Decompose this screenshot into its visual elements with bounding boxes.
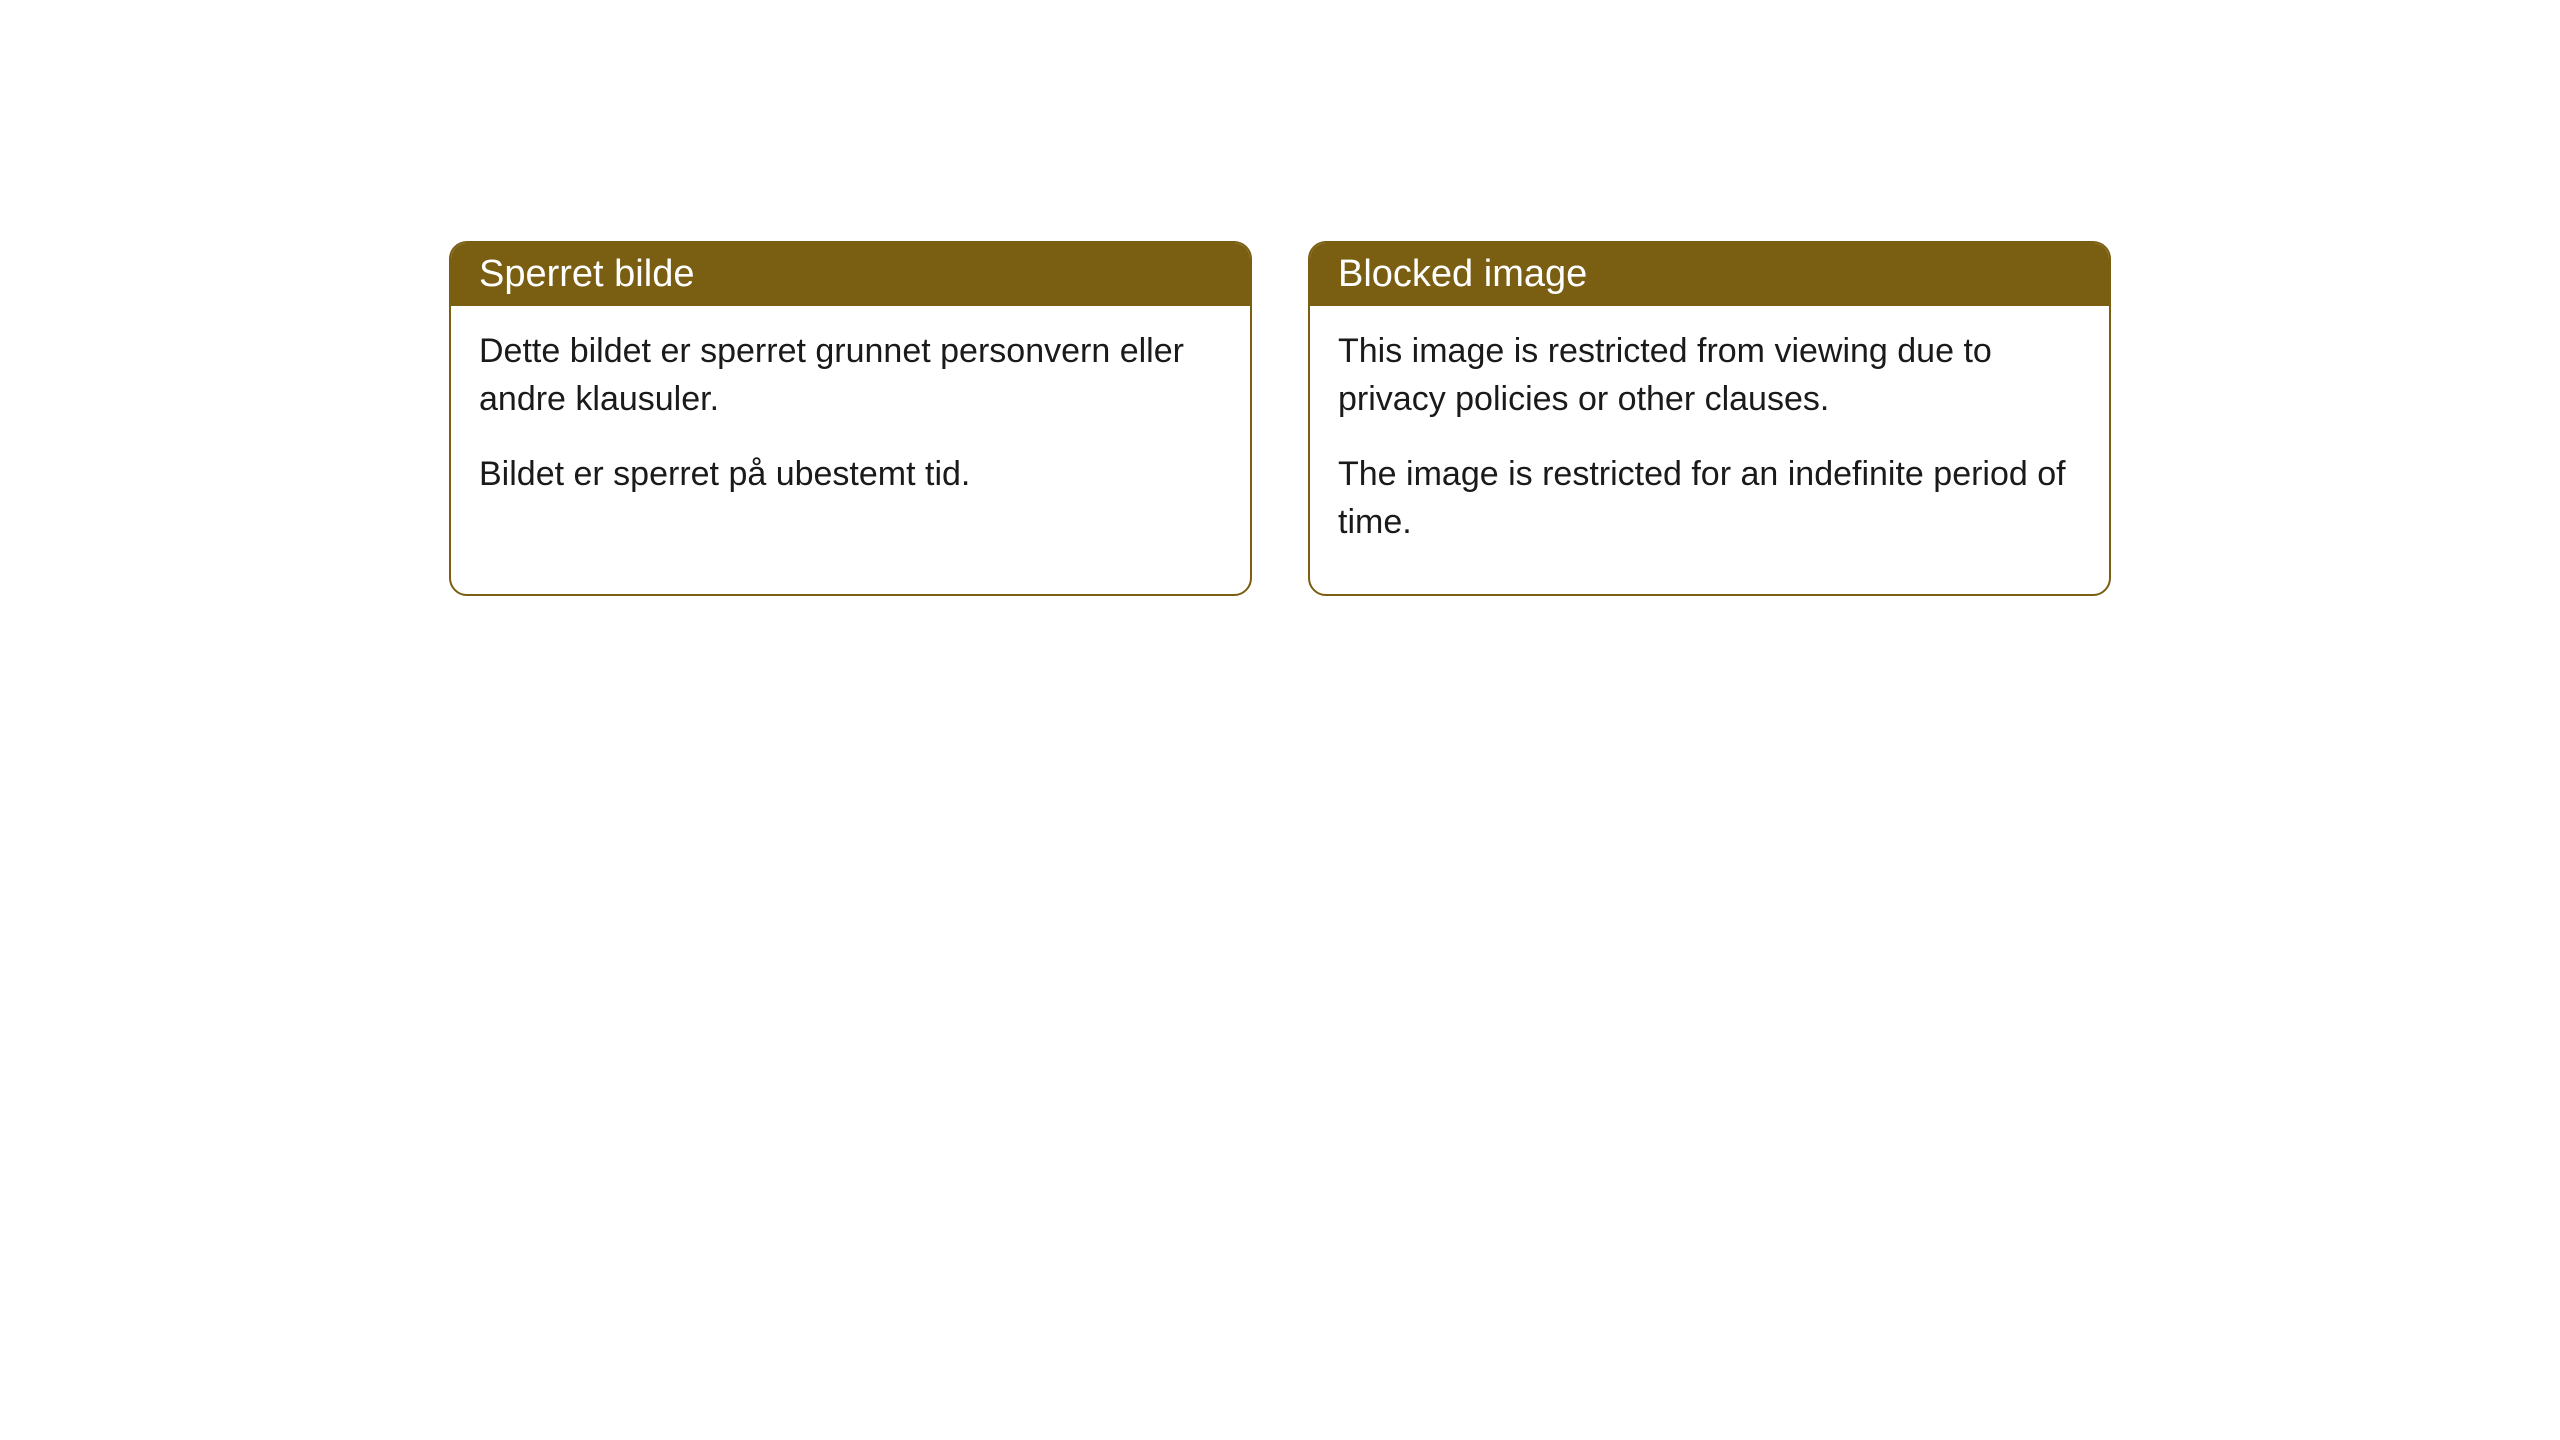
- notice-paragraph: This image is restricted from viewing du…: [1338, 328, 2081, 423]
- notice-header-norwegian: Sperret bilde: [451, 243, 1250, 306]
- notice-header-english: Blocked image: [1310, 243, 2109, 306]
- notice-body-norwegian: Dette bildet er sperret grunnet personve…: [451, 306, 1250, 547]
- notice-card-norwegian: Sperret bilde Dette bildet er sperret gr…: [449, 241, 1252, 596]
- notice-paragraph: The image is restricted for an indefinit…: [1338, 451, 2081, 546]
- notice-paragraph: Bildet er sperret på ubestemt tid.: [479, 451, 1222, 499]
- notice-body-english: This image is restricted from viewing du…: [1310, 306, 2109, 594]
- notice-paragraph: Dette bildet er sperret grunnet personve…: [479, 328, 1222, 423]
- notice-card-english: Blocked image This image is restricted f…: [1308, 241, 2111, 596]
- notice-container: Sperret bilde Dette bildet er sperret gr…: [449, 241, 2560, 596]
